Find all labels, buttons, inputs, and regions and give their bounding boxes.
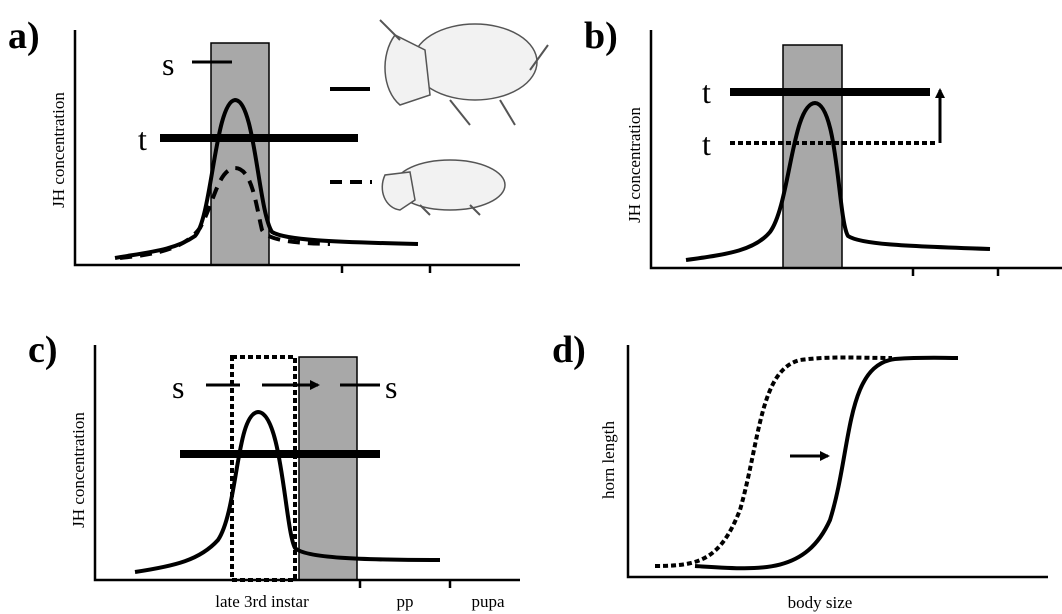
axes bbox=[649, 30, 1062, 276]
original-allometry bbox=[654, 355, 893, 568]
threshold-label: t bbox=[138, 121, 147, 157]
panel-label: c) bbox=[28, 329, 58, 371]
jh-curve bbox=[134, 410, 441, 574]
panel-d: d) horn length body size bbox=[552, 329, 1048, 612]
x-axis-label: body size bbox=[788, 593, 853, 612]
panel-label: d) bbox=[552, 329, 586, 371]
sensitive-label: s bbox=[162, 46, 174, 82]
y-axis-label: JH concentration bbox=[625, 107, 644, 223]
panel-label: a) bbox=[8, 15, 40, 57]
y-axis-label: JH concentration bbox=[69, 412, 88, 528]
axes bbox=[626, 345, 1048, 579]
original-period bbox=[230, 355, 297, 582]
threshold-label: t bbox=[702, 126, 711, 162]
stage-label: late 3rd instar bbox=[215, 592, 309, 611]
threshold-label: t bbox=[702, 74, 711, 110]
panel-c: c) JH concentration s s late 3rd instar … bbox=[28, 329, 520, 611]
axes bbox=[73, 30, 520, 273]
stage-label: pupa bbox=[471, 592, 505, 611]
panel-a: a) JH concentration t s bbox=[8, 15, 549, 273]
panel-label: b) bbox=[584, 15, 618, 57]
panel-b: b) JH concentration t t bbox=[584, 15, 1062, 276]
sensitive-label: s bbox=[385, 369, 397, 405]
horned-beetle bbox=[379, 19, 549, 126]
jh-curve bbox=[685, 101, 991, 262]
sensitive-label: s bbox=[172, 369, 184, 405]
high-curve bbox=[114, 98, 419, 260]
y-axis-label: JH concentration bbox=[49, 92, 68, 208]
sensitive-period bbox=[210, 42, 270, 266]
y-axis-label: horn length bbox=[599, 421, 618, 499]
shifted-allometry bbox=[694, 355, 959, 571]
axes bbox=[93, 345, 520, 588]
hornless-beetle bbox=[381, 159, 506, 216]
stage-label: pp bbox=[397, 592, 414, 611]
shifted-period bbox=[298, 356, 358, 581]
